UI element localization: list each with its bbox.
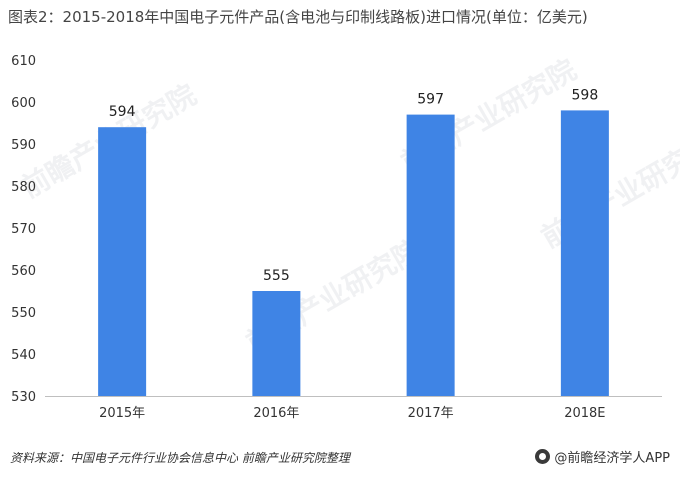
y-tick-label: 600 [11,96,36,111]
x-tick-label: 2017年 [408,406,454,421]
bar [560,110,609,397]
bar [406,114,455,396]
brand: @前瞻经济学人APP [535,447,670,466]
chart-title: 图表2：2015-2018年中国电子元件产品(含电池与印制线路板)进口情况(单位… [8,8,588,26]
y-tick-label: 540 [11,348,36,363]
bar-chart: 530 540 550 560 570 580 590 600 610 594 2015年 555 20… [11,54,662,421]
x-tick-label: 2016年 [253,406,299,421]
x-tick-label: 2018E [564,406,605,421]
source-note: 资料来源：中国电子元件行业协会信息中心 前瞻产业研究院整理 [10,451,350,465]
qianzhan-logo-icon [535,449,551,464]
bar [98,127,147,396]
data-label: 555 [263,268,290,284]
data-label: 598 [572,87,599,103]
y-tick-label: 580 [11,180,36,195]
x-tick-label: 2015年 [99,406,145,421]
bar [252,291,301,396]
data-label: 597 [417,92,444,108]
brand-label: @前瞻经济学人APP [554,451,670,466]
y-tick-label: 550 [11,306,36,321]
y-tick-label: 570 [11,222,36,237]
y-tick-label: 590 [11,138,36,153]
y-tick-label: 610 [11,54,36,69]
y-tick-label: 560 [11,264,36,279]
data-label: 594 [109,104,136,120]
y-tick-label: 530 [11,390,36,405]
